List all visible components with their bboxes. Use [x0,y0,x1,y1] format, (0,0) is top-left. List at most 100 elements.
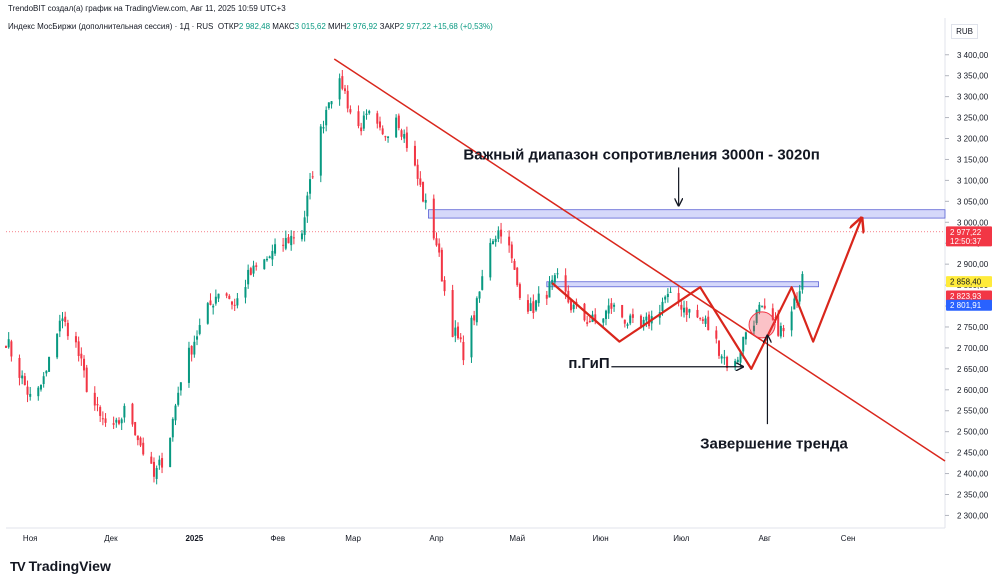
candle-body [758,304,761,312]
x-tick-label: Июл [673,534,690,543]
candle-up [171,417,174,442]
candle-up [252,260,255,277]
candle-body [357,111,360,127]
candle-up [424,193,427,210]
candle-up [736,356,739,364]
y-tick-label: 2 600,00 [957,386,989,395]
candle-body [440,249,443,282]
candle-up [494,235,497,247]
candle-up [744,331,747,345]
candle-body [349,109,352,113]
candle-body [454,327,457,336]
candle-down [588,316,591,323]
candle-down [680,300,683,317]
candle-body [274,244,277,254]
high-value: 3 015,62 [294,22,326,31]
candle-body [494,238,497,242]
candle-up [387,135,390,143]
candle-body [131,403,134,425]
candle-body [545,294,548,299]
candle-down [64,311,67,327]
candle-body [726,356,729,368]
candle-up [206,301,209,325]
candle-body [518,284,521,298]
candle-down [142,437,145,456]
candle-body [346,90,349,109]
candle-body [688,309,691,313]
candle-body [74,336,77,343]
candle-body [96,404,99,406]
candle-up [21,370,24,385]
candle-up [123,403,126,423]
downtrend-line [333,58,946,462]
candle-body [793,298,796,310]
y-tick-label: 3 200,00 [957,135,989,144]
candle-down [136,435,139,446]
candle-body [290,235,293,246]
candle-body [491,241,494,245]
candle-body [150,456,153,464]
candle-body [311,176,314,178]
candle-body [158,459,161,466]
candle-up [535,299,538,312]
candle-body [752,325,755,332]
candle-up [58,314,61,338]
candle-body [247,269,250,285]
candle-body [470,317,473,358]
candle-body [744,332,747,340]
candle-body [45,370,48,374]
candle-body [621,304,624,318]
candle-down [451,284,454,338]
candle-body [325,109,328,126]
y-tick-label: 2 400,00 [957,470,989,479]
candle-body [588,320,591,322]
candle-body [249,268,252,275]
candle-body [48,356,51,372]
candle-up [174,403,177,426]
candle-body [564,275,567,292]
candle-down [416,159,419,186]
candle-down [150,451,153,464]
candle-down [715,326,718,344]
candle-body [478,291,481,299]
candle-up [61,312,64,329]
candle-body [136,435,139,441]
candle-up [306,191,309,223]
candle-down [631,308,634,323]
candle-up [734,358,737,371]
candle-down [438,238,441,257]
candle-down [249,266,252,276]
candle-down [677,287,680,307]
candle-body [265,258,268,261]
candle-body [142,442,145,455]
candle-body [381,128,384,135]
candle-down [99,405,102,422]
tradingview-brand[interactable]: TV TradingView [10,558,111,574]
candle-up [642,316,645,331]
candle-body [378,121,381,128]
candle-up [470,315,473,363]
candle-down [381,125,384,136]
candle-down [255,262,258,271]
candle-down [287,233,290,244]
candle-up [309,172,312,200]
candle-body [287,237,290,244]
candle-up [666,288,669,303]
candle-body [330,101,333,105]
candle-up [553,272,556,286]
candle-up [268,255,271,259]
tradingview-logo-icon: TV [10,558,26,574]
low-label: МИН [328,22,347,31]
candle-up [263,258,266,270]
candle-up [395,114,398,138]
currency-button[interactable]: RUB [951,24,978,39]
candle-body [225,293,228,296]
y-tick-label: 2 700,00 [957,344,989,353]
candle-body [607,305,610,314]
candle-body [83,358,86,371]
candle-down [726,355,729,372]
candle-down [782,324,785,338]
candle-up [683,300,686,318]
candle-body [376,113,379,124]
